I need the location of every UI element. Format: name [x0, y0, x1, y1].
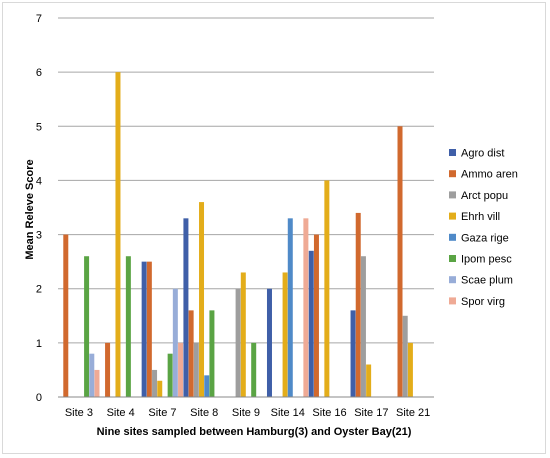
- legend-label: Ammo aren: [461, 169, 518, 181]
- bar: [152, 369, 158, 397]
- bars: [63, 72, 413, 398]
- legend-label: Gaza rige: [461, 232, 509, 244]
- legend-swatch: [449, 233, 456, 241]
- x-tick-label: Site 3: [65, 407, 93, 419]
- bar: [366, 364, 372, 397]
- x-tick-labels: Site 3 Site 4 Site 7 Site 8 Site 9 Site 14 Sit…: [65, 407, 430, 419]
- legend-swatch: [449, 297, 456, 305]
- bar: [360, 256, 366, 397]
- y-tick-label: 5: [36, 121, 42, 133]
- bar: [89, 353, 95, 397]
- bar: [167, 353, 173, 397]
- legend-label: Agro dist: [461, 148, 504, 160]
- x-axis-title: Nine sites sampled between Hamburg(3) an…: [97, 426, 412, 438]
- x-tick-label: Site 17: [354, 407, 388, 419]
- legend-label: Scae plum: [461, 275, 513, 287]
- bar: [105, 342, 111, 397]
- bar: [240, 272, 246, 397]
- y-axis-title: Mean Releve Score: [24, 159, 36, 259]
- x-tick-label: Site 4: [107, 407, 135, 419]
- y-tick-label: 1: [36, 338, 42, 350]
- legend-swatch: [449, 212, 456, 220]
- bar: [94, 369, 100, 397]
- bar: [172, 288, 178, 397]
- bar: [282, 272, 288, 397]
- bar: [350, 310, 356, 397]
- y-tick-labels: 0 1 2 3 4 5 6 7: [36, 13, 42, 404]
- bar: [397, 126, 403, 398]
- gridlines: [58, 17, 434, 344]
- x-tick-label: Site 14: [271, 407, 305, 419]
- y-tick-label: 0: [36, 392, 42, 404]
- x-tick-label: Site 16: [312, 407, 346, 419]
- y-tick-label: 7: [36, 13, 42, 25]
- bar: [407, 342, 413, 397]
- bar: [178, 342, 184, 397]
- bar: [402, 315, 408, 397]
- y-tick-label: 3: [36, 230, 42, 242]
- legend-swatch: [449, 149, 456, 156]
- legend: Agro dist Ammo aren Arct popu Ehrh vill Gaza…: [449, 148, 518, 308]
- bar: [193, 342, 199, 397]
- bar: [125, 256, 131, 397]
- bar: [115, 72, 121, 398]
- bar: [84, 256, 90, 397]
- y-tick-label: 6: [36, 67, 42, 79]
- legend-label: Ehrh vill: [461, 211, 500, 223]
- bar: [199, 202, 205, 397]
- bar: [235, 288, 241, 397]
- x-tick-label: Site 7: [148, 407, 176, 419]
- legend-label: Spor virg: [461, 296, 505, 308]
- legend-swatch: [449, 255, 456, 262]
- x-tick-label: Site 21: [396, 407, 430, 419]
- legend-swatch: [449, 191, 456, 199]
- bar: [324, 180, 330, 397]
- bar: [63, 234, 69, 397]
- bar: [308, 250, 314, 397]
- bar: [266, 288, 272, 397]
- x-tick-label: Site 8: [190, 407, 218, 419]
- bar: [209, 310, 215, 397]
- legend-label: Arct popu: [461, 190, 508, 202]
- bar: [303, 218, 309, 397]
- bar: [313, 234, 319, 397]
- bar: [355, 212, 361, 397]
- bar: [287, 218, 293, 397]
- x-tick-label: Site 9: [232, 407, 260, 419]
- y-tick-label: 2: [36, 284, 42, 296]
- bar: [251, 342, 257, 397]
- bar: [157, 380, 163, 397]
- legend-swatch: [449, 276, 456, 284]
- legend-swatch: [449, 170, 456, 178]
- bar: [204, 375, 210, 397]
- bar: [141, 261, 147, 397]
- legend-label: Ipom pesc: [461, 254, 512, 266]
- bar: [183, 218, 189, 397]
- bar: [188, 310, 194, 397]
- bar: [146, 261, 152, 397]
- y-tick-label: 4: [36, 175, 42, 187]
